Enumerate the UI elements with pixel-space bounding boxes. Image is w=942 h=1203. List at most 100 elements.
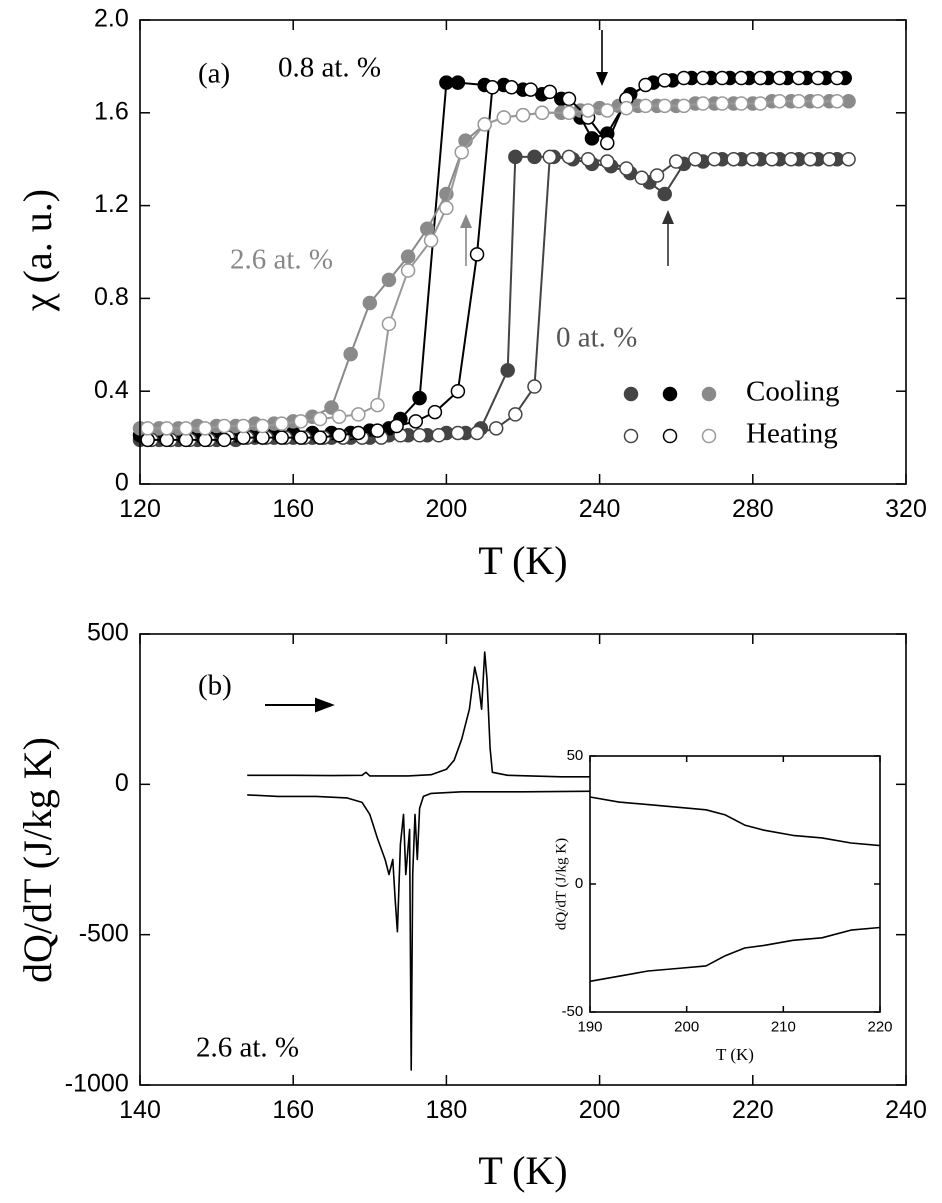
marker xyxy=(753,96,768,111)
marker xyxy=(580,151,596,167)
marker xyxy=(496,110,512,125)
x-tick-label: 140 xyxy=(119,1096,161,1124)
marker xyxy=(370,397,385,413)
y-axis-title: dQ/dT (J/kg K) xyxy=(553,838,569,930)
marker xyxy=(841,151,856,167)
marker xyxy=(274,416,289,431)
marker xyxy=(638,77,653,93)
marker xyxy=(580,103,596,118)
marker xyxy=(657,73,672,88)
marker xyxy=(408,414,424,429)
y-tick-label: 1.6 xyxy=(94,97,129,125)
marker xyxy=(312,411,328,427)
marker xyxy=(412,390,427,406)
y-tick-label: 0 xyxy=(115,769,129,797)
marker xyxy=(255,418,270,434)
legend-marker xyxy=(701,428,717,444)
y-tick-label: -50 xyxy=(562,1003,584,1020)
marker xyxy=(343,346,358,362)
x-tick-label: 220 xyxy=(732,1096,774,1124)
marker xyxy=(450,383,466,399)
marker xyxy=(829,93,845,109)
marker xyxy=(542,149,558,165)
marker xyxy=(745,151,761,167)
y-tick-label: -1000 xyxy=(65,1070,129,1098)
marker xyxy=(217,432,232,448)
marker xyxy=(668,154,684,169)
marker xyxy=(600,154,615,169)
marker xyxy=(197,421,213,436)
marker xyxy=(676,70,692,86)
marker xyxy=(293,414,309,429)
y-tick-label: 2.0 xyxy=(94,5,129,33)
marker xyxy=(584,131,600,146)
marker xyxy=(619,100,634,116)
legend-marker xyxy=(662,428,678,444)
marker xyxy=(764,151,780,167)
marker xyxy=(485,80,500,95)
series-line xyxy=(247,788,776,1071)
panel-label: (b) xyxy=(198,670,232,702)
marker xyxy=(810,70,826,86)
marker xyxy=(389,418,404,434)
marker xyxy=(772,70,787,86)
marker xyxy=(178,421,194,436)
panel-label: (a) xyxy=(198,58,230,90)
marker xyxy=(688,151,703,167)
marker xyxy=(534,105,550,121)
legend: Cooling Heating xyxy=(623,376,839,450)
x-tick-label: 190 xyxy=(577,1019,602,1036)
marker xyxy=(400,249,416,264)
marker xyxy=(469,425,485,441)
marker xyxy=(159,421,175,436)
arrowhead xyxy=(662,210,674,224)
y-axis-title: dQ/dT (J/kg K) xyxy=(15,737,60,983)
marker xyxy=(753,70,768,86)
marker xyxy=(351,425,366,441)
marker xyxy=(657,186,672,202)
plot-frame xyxy=(589,755,881,1013)
x-tick-label: 180 xyxy=(426,1096,468,1124)
marker xyxy=(822,151,837,167)
marker xyxy=(772,93,787,109)
marker xyxy=(649,168,665,183)
marker xyxy=(657,98,672,114)
annotation: 0 at. % xyxy=(556,322,637,354)
x-tick-label: 320 xyxy=(885,495,927,523)
marker xyxy=(714,96,730,111)
x-tick-label: 240 xyxy=(579,495,621,523)
marker xyxy=(527,379,542,394)
marker xyxy=(488,421,504,436)
arrows xyxy=(460,30,674,266)
arrowhead xyxy=(460,214,472,228)
y-tick-label: 0 xyxy=(575,875,583,892)
marker xyxy=(331,428,347,443)
x-axis-title: T (K) xyxy=(478,1148,567,1193)
marker xyxy=(542,84,558,100)
marker xyxy=(427,404,443,420)
marker xyxy=(600,103,615,118)
y-tick-label: 0 xyxy=(115,469,129,497)
marker xyxy=(351,407,366,422)
marker xyxy=(362,295,378,311)
marker xyxy=(331,409,347,424)
marker xyxy=(412,428,427,443)
arrowhead xyxy=(315,697,335,713)
x-tick-label: 240 xyxy=(885,1096,927,1124)
x-axis-title: T (K) xyxy=(478,538,567,583)
plot-frame xyxy=(139,633,907,1086)
annotation: 0.8 at. % xyxy=(278,52,381,84)
x-tick-label: 120 xyxy=(119,495,161,523)
marker xyxy=(523,82,538,97)
marker xyxy=(381,272,397,288)
marker xyxy=(783,151,799,167)
marker xyxy=(381,316,397,332)
marker xyxy=(734,70,749,86)
marker xyxy=(370,423,385,438)
marker xyxy=(504,80,519,95)
legend-marker xyxy=(623,428,639,444)
x-tick-label: 160 xyxy=(272,495,314,523)
